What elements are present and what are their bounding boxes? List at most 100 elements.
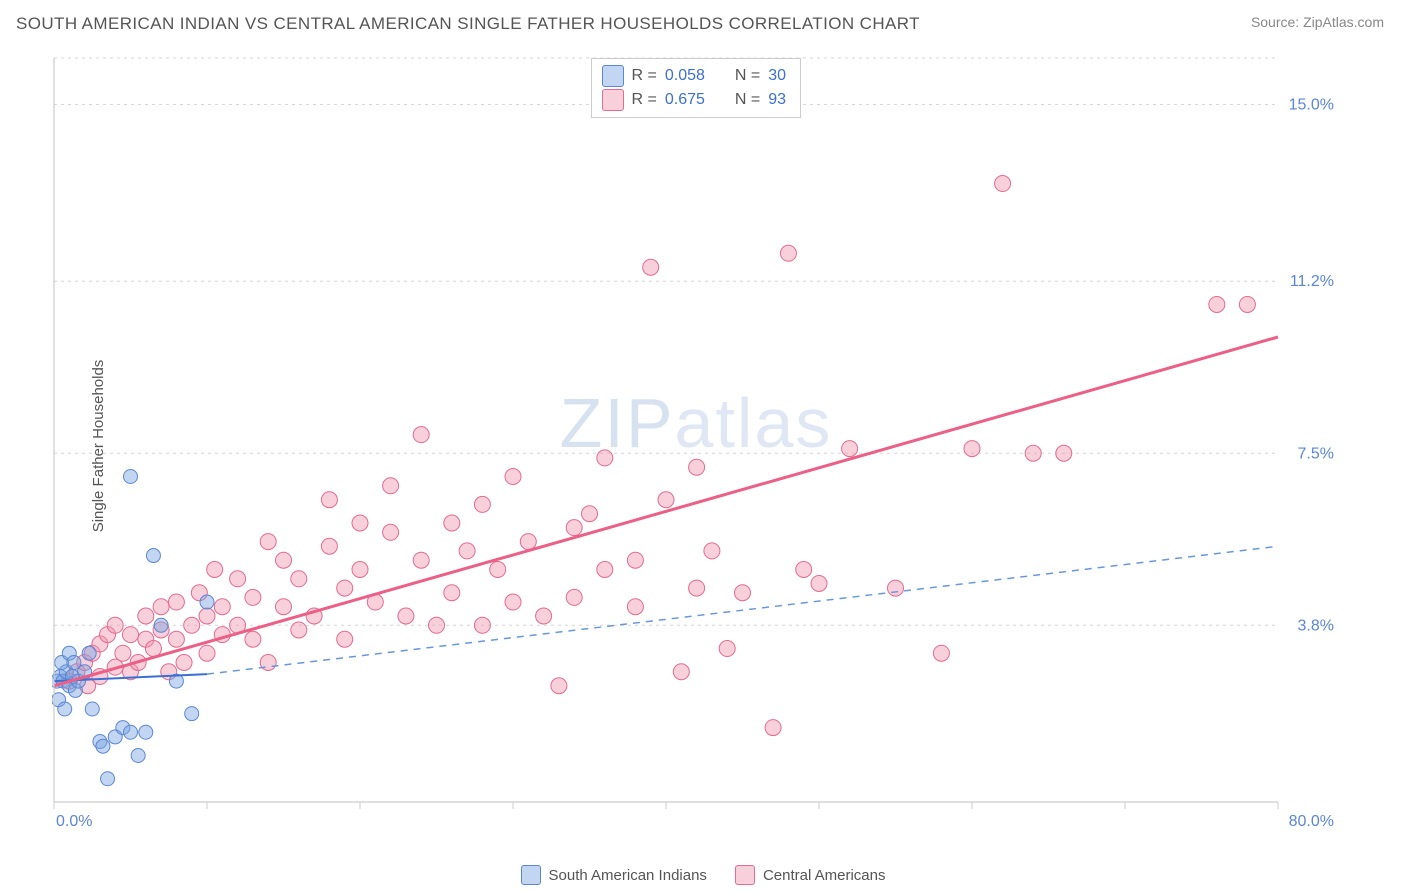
legend-item: Central Americans	[735, 866, 886, 886]
blue-point	[124, 725, 138, 739]
pink-point	[291, 622, 307, 638]
x-max-label: 80.0%	[1289, 813, 1334, 830]
y-tick-label: 15.0%	[1289, 97, 1334, 114]
pink-point	[321, 538, 337, 554]
blue-point	[101, 772, 115, 786]
source-label: Source: ZipAtlas.com	[1251, 14, 1384, 30]
y-tick-label: 3.8%	[1298, 617, 1334, 634]
stat-n-value: 93	[768, 88, 786, 112]
pink-point	[627, 599, 643, 615]
pink-point	[260, 534, 276, 550]
blue-point	[82, 646, 96, 660]
pink-point	[597, 562, 613, 578]
pink-point	[719, 641, 735, 657]
blue-point	[58, 702, 72, 716]
pink-point	[1025, 445, 1041, 461]
trend-line	[207, 546, 1278, 674]
stat-n-label: N =	[735, 88, 760, 112]
y-tick-label: 7.5%	[1298, 445, 1334, 462]
stats-row: R = 0.675 N = 93	[602, 88, 787, 112]
blue-point	[85, 702, 99, 716]
blue-point	[96, 739, 110, 753]
pink-point	[520, 534, 536, 550]
pink-point	[276, 599, 292, 615]
stat-r-label: R =	[632, 64, 657, 88]
plot-area: 3.8%7.5%11.2%15.0%0.0%80.0% ZIPatlas R =…	[52, 48, 1340, 830]
pink-point	[888, 580, 904, 596]
series-legend: South American Indians Central Americans	[0, 866, 1406, 886]
pink-point	[505, 594, 521, 610]
blue-point	[146, 549, 160, 563]
pink-point	[811, 575, 827, 591]
pink-point	[474, 617, 490, 633]
pink-point	[383, 478, 399, 494]
pink-point	[566, 520, 582, 536]
pink-point	[337, 631, 353, 647]
stats-row: R = 0.058N = 30	[602, 64, 787, 88]
pink-point	[168, 631, 184, 647]
scatter-chart: 3.8% 7.5% 11.2% 15.0% 0.0% 80.0%	[52, 48, 1340, 830]
pink-point	[337, 580, 353, 596]
pink-point	[842, 441, 858, 457]
pink-point	[291, 571, 307, 587]
pink-point	[321, 492, 337, 508]
pink-point	[153, 599, 169, 615]
blue-point	[185, 707, 199, 721]
pink-point	[1056, 445, 1072, 461]
pink-point	[582, 506, 598, 522]
pink-point	[673, 664, 689, 680]
legend-label: South American Indians	[549, 867, 707, 884]
pink-point	[245, 631, 261, 647]
pink-point	[704, 543, 720, 559]
pink-point	[505, 469, 521, 485]
pink-point	[429, 617, 445, 633]
stats-legend: R = 0.058N = 30R = 0.675 N = 93	[591, 58, 802, 118]
pink-point	[444, 515, 460, 531]
pink-point	[490, 562, 506, 578]
pink-point	[352, 562, 368, 578]
pink-point	[199, 608, 215, 624]
pink-point	[780, 245, 796, 261]
pink-point	[643, 259, 659, 275]
stat-r-label: R =	[632, 88, 657, 112]
legend-swatch	[521, 865, 541, 885]
pink-point	[995, 176, 1011, 192]
y-tick-label: 11.2%	[1290, 273, 1334, 290]
pink-point	[184, 617, 200, 633]
pink-point	[597, 450, 613, 466]
legend-swatch	[735, 865, 755, 885]
pink-point	[551, 678, 567, 694]
pink-point	[107, 617, 123, 633]
legend-item: South American Indians	[521, 866, 707, 886]
legend-swatch	[602, 89, 624, 111]
pink-point	[199, 645, 215, 661]
pink-point	[276, 552, 292, 568]
pink-point	[474, 496, 490, 512]
blue-point	[124, 470, 138, 484]
blue-point	[139, 725, 153, 739]
stat-n-value: 30	[768, 64, 786, 88]
pink-point	[1239, 296, 1255, 312]
pink-point	[658, 492, 674, 508]
pink-point	[459, 543, 475, 559]
legend-swatch	[602, 65, 624, 87]
pink-point	[536, 608, 552, 624]
pink-point	[689, 459, 705, 475]
x-min-label: 0.0%	[56, 813, 92, 830]
pink-point	[245, 589, 261, 605]
pink-point	[168, 594, 184, 610]
chart-title: SOUTH AMERICAN INDIAN VS CENTRAL AMERICA…	[16, 14, 920, 34]
stat-n-label: N =	[735, 64, 760, 88]
pink-point	[765, 720, 781, 736]
pink-point	[413, 552, 429, 568]
legend-label: Central Americans	[763, 867, 886, 884]
trend-line	[54, 337, 1278, 686]
pink-point	[1209, 296, 1225, 312]
pink-point	[933, 645, 949, 661]
pink-point	[566, 589, 582, 605]
pink-point	[352, 515, 368, 531]
pink-point	[413, 427, 429, 443]
pink-point	[123, 627, 139, 643]
pink-point	[214, 599, 230, 615]
stat-r-value: 0.675	[665, 88, 705, 112]
